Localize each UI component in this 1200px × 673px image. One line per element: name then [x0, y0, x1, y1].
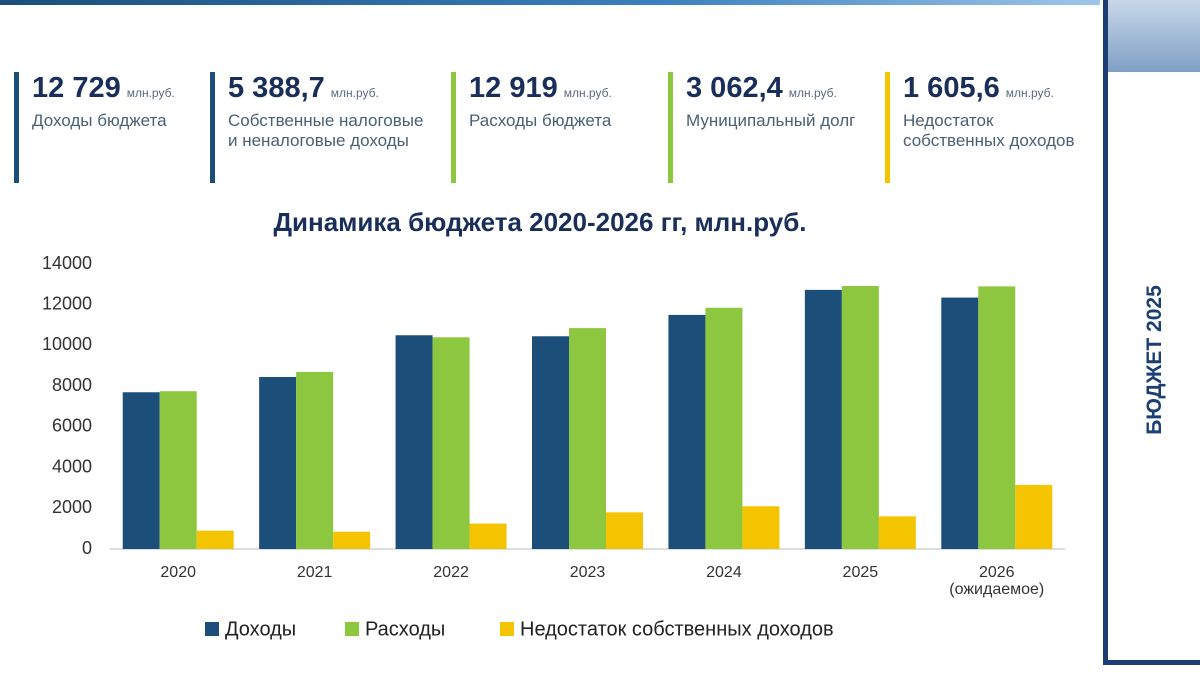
bar — [469, 523, 507, 549]
y-tick-label: 8000 — [52, 375, 92, 395]
bar — [196, 530, 234, 549]
legend-swatch — [500, 622, 514, 636]
building-image — [1108, 0, 1200, 72]
y-tick-label: 4000 — [52, 456, 92, 476]
bar — [742, 506, 780, 549]
bar — [705, 307, 743, 549]
bar — [333, 531, 371, 549]
bar — [606, 512, 643, 549]
kpi-card: 5 388,7 млн.руб. Собственные налоговые и н… — [210, 72, 423, 183]
sidebar-title: БЮДЖЕТ 2025 — [1143, 285, 1166, 435]
kpi-unit: млн.руб. — [330, 86, 379, 100]
bar — [1015, 484, 1053, 549]
bar — [978, 286, 1016, 549]
kpi-label: Муниципальный долг — [686, 111, 856, 130]
legend-swatch — [345, 622, 359, 636]
kpi-label: Расходы бюджета — [469, 111, 612, 130]
kpi-unit: млн.руб. — [563, 86, 612, 100]
x-tick-label: 2021 — [296, 564, 333, 581]
kpi-card: 3 062,4 млн.руб. Муниципальный долг — [668, 72, 855, 183]
kpi-label: Доходы бюджета — [32, 111, 167, 130]
y-tick-label: 12000 — [42, 293, 92, 313]
legend-label: Расходы — [365, 618, 445, 640]
kpi-card: 12 729 млн.руб. Доходы бюджета — [14, 72, 175, 183]
legend-label: Недостаток собственных доходов — [520, 618, 834, 640]
kpi-value: 5 388,7 млн.руб. — [228, 72, 423, 105]
kpi-value: 3 062,4 млн.руб. — [686, 72, 855, 105]
y-tick-label: 2000 — [52, 497, 92, 517]
kpi-card: 12 919 млн.руб. Расходы бюджета — [451, 72, 612, 183]
bar — [395, 335, 433, 549]
legend-swatch — [205, 622, 219, 636]
bar — [432, 337, 470, 549]
x-tick-label: 2020 — [160, 564, 196, 581]
bar — [296, 371, 334, 549]
bar — [569, 328, 606, 549]
kpi-unit: млн.руб. — [126, 86, 175, 100]
y-tick-label: 6000 — [52, 416, 92, 436]
top-bar — [0, 0, 1100, 5]
sidebar: БЮДЖЕТ 2025 — [1103, 0, 1200, 665]
y-tick-label: 10000 — [42, 334, 92, 354]
kpi-number: 5 388,7 — [228, 72, 325, 104]
kpi-number: 1 605,6 — [903, 72, 1000, 104]
bar — [878, 516, 916, 549]
x-tick-label: 2023 — [569, 564, 606, 581]
kpi-number: 12 729 — [32, 72, 121, 104]
x-tick-label: 2022 — [433, 564, 469, 581]
y-tick-label: 14000 — [42, 253, 92, 273]
kpi-unit: млн.руб. — [1005, 86, 1054, 100]
bar — [532, 336, 569, 549]
bar — [841, 286, 879, 549]
kpi-number: 3 062,4 — [686, 72, 783, 104]
kpi-number: 12 919 — [469, 72, 558, 104]
x-tick-label: 2026 (ожидаемое) — [949, 564, 1045, 598]
legend-label: Доходы — [225, 618, 296, 640]
bar — [122, 392, 160, 549]
x-tick-label: 2024 — [706, 564, 742, 581]
kpi-unit: млн.руб. — [788, 86, 837, 100]
chart-title: Динамика бюджета 2020-2026 гг, млн.руб. — [274, 207, 807, 237]
kpi-card: 1 605,6 млн.руб. Недостаток собственных до… — [885, 72, 1074, 183]
bar — [941, 297, 979, 549]
y-tick-label: 0 — [82, 538, 92, 558]
bar — [159, 391, 197, 549]
chart: Динамика бюджета 2020-2026 гг, млн.руб. … — [42, 207, 1065, 640]
kpi-label: Недостаток собственных доходов — [903, 111, 1075, 150]
x-tick-label: 2025 — [842, 564, 879, 581]
bar — [259, 376, 297, 549]
bar — [668, 314, 706, 549]
kpi-label: Собственные налоговые и неналоговые дохо… — [228, 111, 424, 150]
bar — [804, 289, 842, 549]
kpi-value: 12 919 млн.руб. — [469, 72, 612, 105]
kpi-value: 1 605,6 млн.руб. — [903, 72, 1074, 105]
kpi-value: 12 729 млн.руб. — [32, 72, 175, 105]
